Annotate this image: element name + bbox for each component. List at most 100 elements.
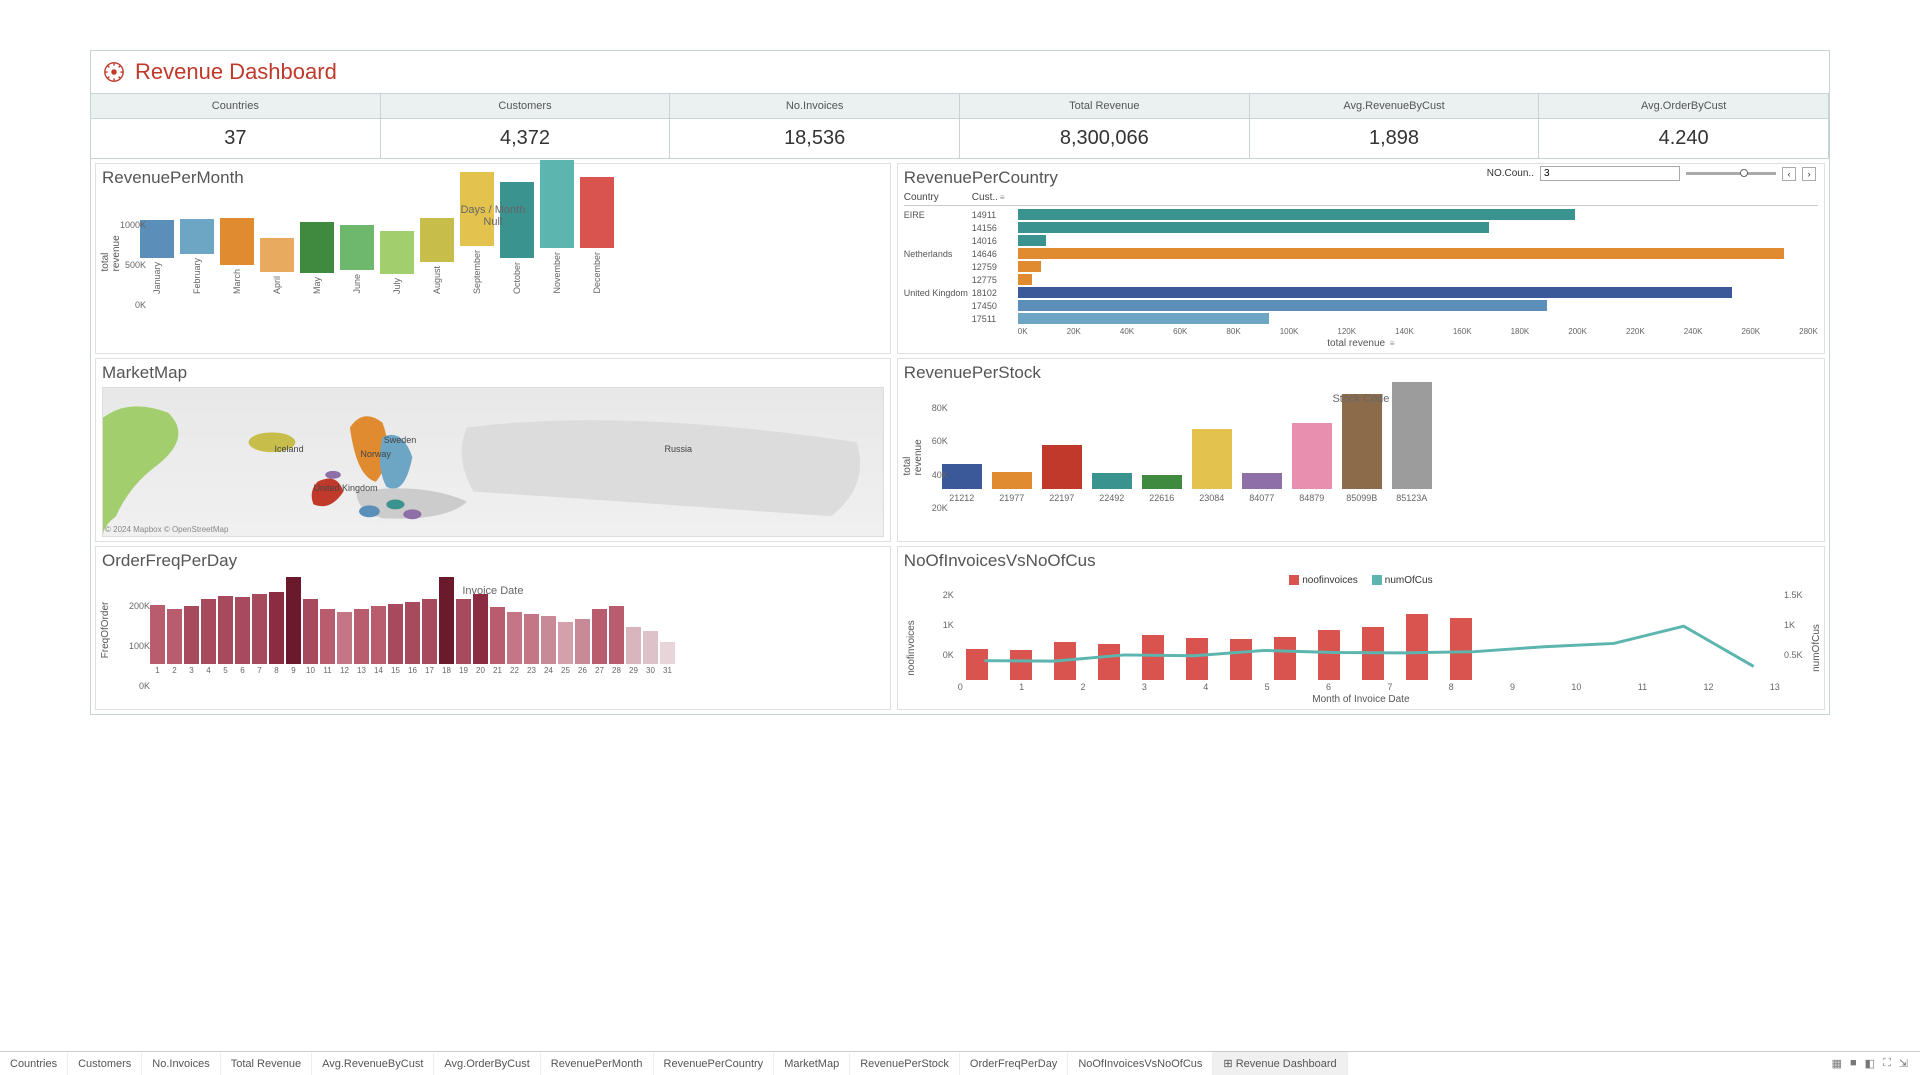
rpc-rows[interactable]: EIRE149111415614016Netherlands1464612759… xyxy=(904,208,1818,325)
bar[interactable]: 8 xyxy=(269,592,284,675)
panel-invoices-vs-cus: NoOfInvoicesVsNoOfCus noofinvoices numOf… xyxy=(897,546,1825,710)
kpi-label: No.Invoices xyxy=(670,94,960,119)
ofd-bars[interactable]: 1234567891011121314151617181920212223242… xyxy=(150,585,884,675)
rps-bars[interactable]: 21212 21977 22197 22492 22616 23084 84077 84879… xyxy=(942,393,1818,503)
hbar-row[interactable]: 14016 xyxy=(904,234,1818,247)
bar[interactable]: 14 xyxy=(371,606,386,675)
sheet-tab[interactable]: ⊞ Revenue Dashboard xyxy=(1213,1052,1347,1075)
prev-button[interactable]: ‹ xyxy=(1782,167,1796,181)
bar[interactable]: February xyxy=(180,219,214,294)
market-map[interactable]: © 2024 Mapbox © OpenStreetMap IcelandSwe… xyxy=(102,387,884,537)
bar[interactable]: 15 xyxy=(388,604,403,675)
bar[interactable]: 27 xyxy=(592,609,607,675)
bar[interactable]: 12 xyxy=(337,612,352,675)
bar[interactable]: 25 xyxy=(558,622,573,675)
sheet-tab[interactable]: RevenuePerMonth xyxy=(541,1053,654,1075)
view-icon[interactable]: ■ xyxy=(1850,1057,1857,1070)
bar[interactable]: 84077 xyxy=(1242,473,1282,503)
kpi-value: 8,300,066 xyxy=(960,119,1250,159)
bar[interactable]: 28 xyxy=(609,606,624,675)
bar[interactable]: 1 xyxy=(150,605,165,675)
bar[interactable]: 19 xyxy=(456,599,471,675)
view-icon[interactable]: ▦ xyxy=(1832,1057,1842,1070)
kpi-label: Avg.OrderByCust xyxy=(1539,94,1829,119)
bar[interactable]: 20 xyxy=(473,594,488,675)
panel-revenue-per-country: NO.Coun.. ‹ › RevenuePerCountry Country … xyxy=(897,163,1825,354)
bar[interactable]: 16 xyxy=(405,602,420,675)
bar[interactable]: 6 xyxy=(235,597,250,675)
hbar-row[interactable]: Netherlands14646 xyxy=(904,247,1818,260)
sheet-tab[interactable]: Countries xyxy=(0,1053,68,1075)
sheet-tab[interactable]: Total Revenue xyxy=(221,1053,312,1075)
kpi-value: 18,536 xyxy=(670,119,960,159)
bar[interactable]: 22197 xyxy=(1042,445,1082,503)
bar[interactable]: August xyxy=(420,218,454,294)
sheet-tab[interactable]: RevenuePerStock xyxy=(850,1053,960,1075)
bar[interactable]: 26 xyxy=(575,619,590,675)
bar[interactable]: 23 xyxy=(524,614,539,675)
bar[interactable]: 3 xyxy=(184,606,199,675)
sheet-tab[interactable]: Avg.RevenueByCust xyxy=(312,1053,434,1075)
bar[interactable]: 21 xyxy=(490,607,505,675)
sheet-tab[interactable]: MarketMap xyxy=(774,1053,850,1075)
bar[interactable]: March xyxy=(220,218,254,294)
kpi-values: 374,37218,5368,300,0661,8984.240 xyxy=(91,119,1829,159)
hbar-row[interactable]: 14156 xyxy=(904,221,1818,234)
bar[interactable]: 31 xyxy=(660,642,675,675)
sheet-tab[interactable]: Customers xyxy=(68,1053,142,1075)
presentation-icon[interactable]: ⛶ xyxy=(1883,1057,1891,1070)
bar[interactable]: 2 xyxy=(167,609,182,675)
bar[interactable]: December xyxy=(580,177,614,294)
hbar-row[interactable]: 12759 xyxy=(904,260,1818,273)
next-button[interactable]: › xyxy=(1802,167,1816,181)
bar[interactable]: October xyxy=(500,182,534,294)
sort-icon[interactable]: ≡ xyxy=(1000,193,1005,202)
page-title: Revenue Dashboard xyxy=(135,59,337,85)
bar[interactable]: 85099B xyxy=(1342,394,1382,503)
bar[interactable]: 11 xyxy=(320,609,335,675)
kpi-value: 4,372 xyxy=(381,119,671,159)
sheet-tab[interactable]: RevenuePerCountry xyxy=(654,1053,775,1075)
sheet-tab[interactable]: NoOfInvoicesVsNoOfCus xyxy=(1068,1053,1213,1075)
hbar-row[interactable]: 17511 xyxy=(904,312,1818,325)
filter-slider[interactable] xyxy=(1686,172,1776,175)
combo-chart[interactable] xyxy=(958,590,1780,680)
kpi-value: 1,898 xyxy=(1250,119,1540,159)
bar[interactable]: 22492 xyxy=(1092,473,1132,503)
bar[interactable]: 24 xyxy=(541,616,556,675)
hbar-row[interactable]: EIRE14911 xyxy=(904,208,1818,221)
bar[interactable]: 17 xyxy=(422,599,437,675)
bar[interactable]: July xyxy=(380,231,414,294)
hbar-row[interactable]: 12775 xyxy=(904,273,1818,286)
bar[interactable]: 21977 xyxy=(992,472,1032,503)
bar[interactable]: May xyxy=(300,222,334,294)
bar[interactable]: 22 xyxy=(507,612,522,675)
bar[interactable]: 22616 xyxy=(1142,475,1182,503)
kpi-labels: CountriesCustomersNo.InvoicesTotal Reven… xyxy=(91,94,1829,119)
sheet-tabs: CountriesCustomersNo.InvoicesTotal Reven… xyxy=(0,1051,1920,1075)
bar[interactable]: 5 xyxy=(218,596,233,675)
bar[interactable]: 4 xyxy=(201,599,216,675)
bar[interactable]: 21212 xyxy=(942,464,982,503)
view-icon[interactable]: ◧ xyxy=(1865,1057,1875,1070)
sheet-tab[interactable]: OrderFreqPerDay xyxy=(960,1053,1068,1075)
bar[interactable]: April xyxy=(260,238,294,294)
sheet-tab[interactable]: No.Invoices xyxy=(142,1053,220,1075)
panel-revenue-per-month: RevenuePerMonth Days / MonthNull total r… xyxy=(95,163,891,354)
share-icon[interactable]: ⇲ xyxy=(1899,1057,1908,1070)
bar[interactable]: June xyxy=(340,225,374,294)
bar[interactable]: 23084 xyxy=(1192,429,1232,503)
bar[interactable]: 7 xyxy=(252,594,267,675)
filter-input[interactable] xyxy=(1540,166,1680,181)
panel-market-map: MarketMap © 2024 Mapbox © OpenStreetMap xyxy=(95,358,891,542)
kpi-label: Total Revenue xyxy=(960,94,1250,119)
bar[interactable]: 84879 xyxy=(1292,423,1332,503)
bar[interactable]: 30 xyxy=(643,631,658,675)
hbar-row[interactable]: United Kingdom18102 xyxy=(904,286,1818,299)
hbar-row[interactable]: 17450 xyxy=(904,299,1818,312)
bar[interactable]: 10 xyxy=(303,599,318,675)
bar[interactable]: 13 xyxy=(354,609,369,675)
bar[interactable]: 29 xyxy=(626,627,641,675)
sheet-tab[interactable]: Avg.OrderByCust xyxy=(434,1053,540,1075)
bar[interactable]: September xyxy=(460,172,494,294)
